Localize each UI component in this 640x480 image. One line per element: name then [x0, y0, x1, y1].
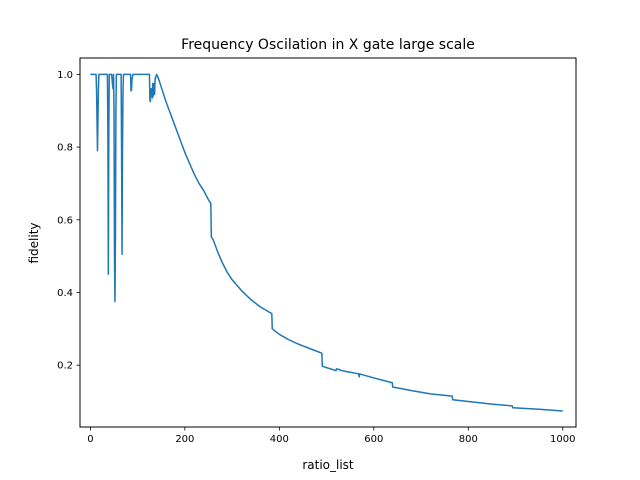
x-tick-label: 0	[87, 434, 93, 445]
x-tick-label: 800	[459, 434, 478, 445]
y-tick-label: 0.8	[57, 143, 73, 154]
x-axis-label: ratio_list	[302, 458, 354, 472]
chart-title: Frequency Oscilation in X gate large sca…	[181, 37, 475, 53]
series-line-1	[90, 73, 563, 412]
y-tick-label: 0.6	[57, 215, 73, 226]
x-tick-label: 600	[364, 434, 383, 445]
y-tick-label: 0.2	[57, 361, 73, 372]
plot-frame	[79, 57, 577, 428]
x-tick-label: 200	[175, 434, 194, 445]
y-tick-label: 0.4	[57, 288, 73, 299]
x-tick-label: 400	[270, 434, 289, 445]
y-axis-label: fidelity	[27, 222, 41, 263]
x-tick-label: 1000	[550, 434, 575, 445]
y-tick-label: 1.0	[57, 70, 73, 81]
